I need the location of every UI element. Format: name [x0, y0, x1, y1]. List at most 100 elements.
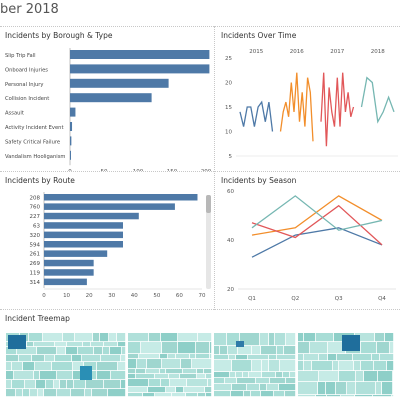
treemap-tile — [196, 342, 210, 354]
category-label: 261 — [30, 252, 41, 258]
x-tick-label: 0 — [68, 169, 72, 171]
treemap-tile — [72, 355, 82, 362]
treemap-tile — [279, 384, 296, 391]
treemap-tile — [361, 342, 377, 354]
treemap-tile — [66, 347, 78, 355]
treemap-tile — [25, 380, 36, 389]
treemap-tile — [256, 378, 270, 384]
treemap-tile — [364, 371, 378, 382]
treemap-tile — [82, 355, 101, 362]
treemap-tile — [78, 347, 94, 355]
treemap-tile — [90, 371, 97, 380]
treemap-tile — [27, 342, 34, 347]
treemap-tile — [356, 382, 376, 395]
year-label: 2016 — [290, 49, 304, 55]
treemap-tile — [176, 354, 190, 359]
bar — [70, 78, 169, 88]
treemap-tile — [111, 371, 126, 380]
treemap-tile — [380, 354, 394, 361]
treemap-tile — [117, 333, 126, 342]
treemap-tile — [336, 382, 347, 395]
panel-title: Incident Treemap — [5, 314, 70, 323]
bar — [44, 222, 123, 229]
treemap-tile — [232, 360, 252, 372]
treemap-tile — [326, 382, 336, 395]
treemap-tile — [376, 382, 382, 395]
treemap-tile — [373, 395, 392, 397]
treemap-tile — [339, 371, 356, 382]
x-tick-label: 50 — [153, 293, 160, 299]
treemap-tile — [128, 354, 139, 359]
treemap-tile — [128, 374, 136, 379]
treemap-tile — [196, 354, 210, 359]
treemap-tile — [190, 354, 196, 359]
treemap-tile — [67, 380, 74, 389]
treemap-tile — [80, 366, 92, 380]
route-scrollbar[interactable] — [206, 195, 211, 289]
treemap-tile — [6, 380, 12, 389]
treemap-tile — [45, 355, 55, 362]
treemap-tile — [304, 333, 316, 342]
bar — [44, 241, 123, 248]
treemap-tile — [269, 360, 280, 372]
treemap-tile — [186, 393, 198, 397]
category-label: 314 — [30, 280, 41, 286]
y-tick-label: 60 — [227, 189, 234, 195]
bar — [70, 136, 72, 146]
treemap-tile — [269, 355, 277, 360]
treemap-tile — [12, 380, 25, 389]
treemap-tile — [75, 333, 93, 342]
treemap-tile — [262, 372, 276, 378]
treemap-tile — [210, 354, 212, 359]
treemap-tile — [316, 333, 334, 342]
x-tick-label: 60 — [176, 293, 183, 299]
treemap-tile — [74, 380, 86, 389]
treemap-tile — [372, 354, 380, 361]
panel-borough-type: Incidents by Borough & Type Slip Trip Fa… — [0, 28, 214, 171]
treemap-tile — [110, 347, 122, 355]
bar — [70, 93, 152, 103]
panel-season: Incidents by Season 20 40 60 Q1 Q2 Q3 Q4 — [216, 173, 400, 309]
treemap-tile — [225, 378, 237, 384]
treemap-tile — [262, 360, 269, 372]
treemap-tile — [6, 389, 16, 397]
panel-route: Incidents by Route 208 760 227 63 320 594 261 2… — [0, 173, 214, 309]
category-label: 320 — [30, 233, 41, 239]
page-title: ber 2018 — [0, 2, 59, 17]
bar — [70, 122, 73, 131]
route-scroll-thumb[interactable] — [206, 195, 211, 213]
y-tick-label: 20 — [225, 81, 232, 87]
treemap-tile — [57, 347, 66, 355]
bar — [44, 250, 108, 257]
treemap-tile — [277, 346, 284, 355]
series-line-2018 — [360, 76, 395, 124]
treemap-tile — [214, 378, 225, 384]
treemap-tile — [198, 333, 212, 342]
treemap-tile — [269, 333, 275, 346]
treemap-tile — [118, 362, 126, 371]
treemap-tile — [392, 395, 394, 397]
treemap-tile — [214, 355, 229, 360]
treemap-tile — [29, 333, 43, 342]
x-tick-label: Q4 — [378, 296, 386, 302]
treemap-tile — [204, 369, 212, 374]
treemap-tile — [310, 342, 328, 354]
treemap-tile — [228, 346, 238, 355]
treemap-tile — [267, 384, 279, 391]
treemap-tile — [37, 347, 57, 355]
y-tick-label: 10 — [225, 130, 232, 136]
treemap-tile — [109, 333, 117, 342]
treemap-tile — [248, 355, 269, 360]
treemap-tile — [38, 389, 44, 397]
treemap-tile — [286, 378, 296, 384]
treemap-tile — [83, 342, 91, 347]
treemap-tile — [387, 361, 394, 371]
treemap-tile — [6, 347, 17, 355]
category-label: Onboard Injuries — [5, 67, 48, 73]
treemap-tile — [103, 347, 110, 355]
treemap-tile — [136, 369, 146, 374]
treemap-tile — [244, 391, 251, 397]
category-label: 269 — [30, 261, 41, 267]
treemap-tile — [260, 333, 269, 346]
treemap-tile — [298, 371, 319, 382]
